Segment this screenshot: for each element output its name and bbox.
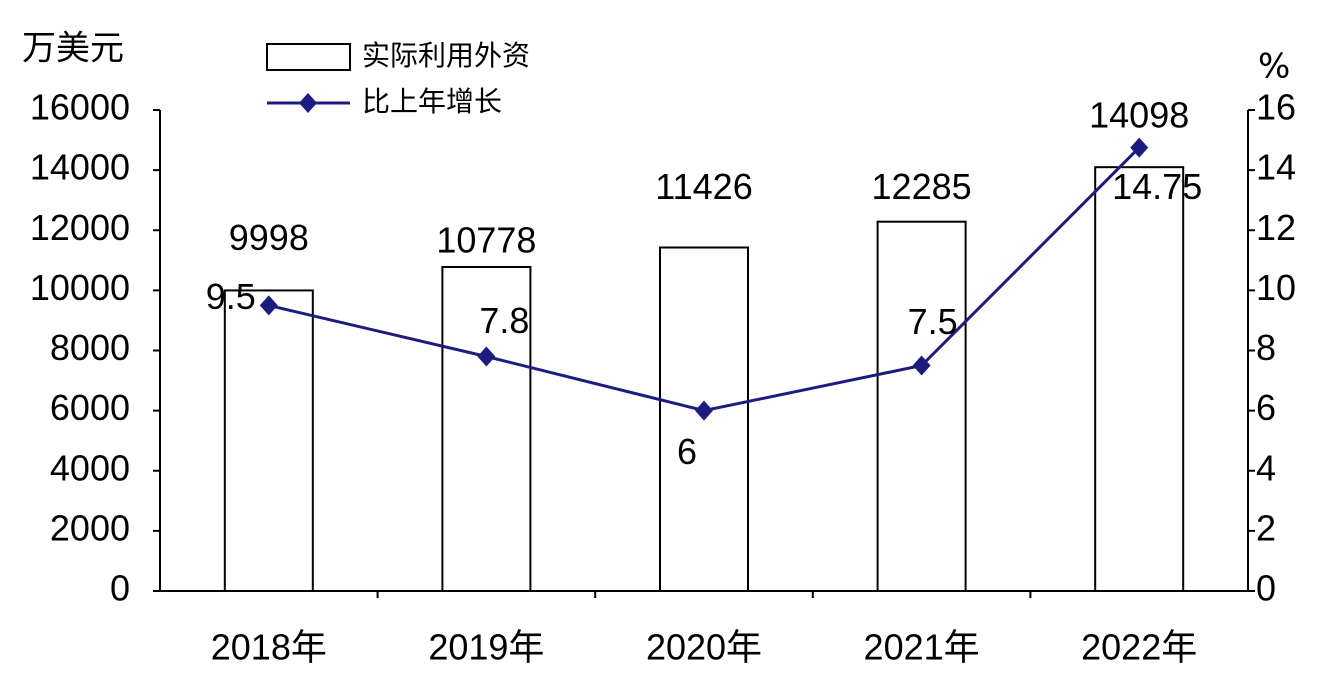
bar (223, 289, 314, 592)
line-value-label: 7.5 (908, 301, 958, 342)
line-value-label: 6 (677, 431, 697, 472)
y2-tick-label: 8 (1256, 327, 1276, 368)
x-tick-label: 2020年 (646, 627, 762, 668)
y2-tick-label: 10 (1256, 267, 1296, 308)
x-tick-label: 2022年 (1081, 627, 1197, 668)
line-marker (912, 355, 931, 376)
y-tick-label: 4000 (50, 447, 130, 488)
bar (1094, 166, 1185, 593)
line-value-label: 7.8 (479, 300, 529, 341)
y2-tick-label: 4 (1256, 447, 1276, 488)
legend-label: 实际利用外资 (362, 39, 530, 72)
line-value-label: 9.5 (206, 276, 256, 317)
line-marker (477, 346, 496, 367)
line-marker (695, 400, 713, 421)
line-marker (1130, 137, 1149, 158)
y2-tick-label: 16 (1256, 87, 1296, 128)
bar-value-label: 9998 (229, 217, 309, 258)
y-tick-label: 0 (110, 568, 130, 609)
y2-tick-label: 0 (1256, 568, 1276, 609)
y2-tick-label: 6 (1256, 387, 1276, 428)
line-value-label: 14.75 (1112, 166, 1202, 207)
bar-value-label: 12285 (872, 166, 972, 207)
legend-swatch (266, 43, 351, 71)
y-tick-label: 8000 (50, 327, 130, 368)
y-tick-label: 16000 (30, 87, 130, 128)
y-tick-label: 14000 (30, 147, 130, 188)
x-tick-label: 2018年 (211, 627, 327, 668)
legend-marker (299, 93, 317, 113)
y2-axis-title: % (1258, 47, 1290, 87)
x-tick-label: 2019年 (428, 627, 544, 668)
y-tick-label: 10000 (30, 267, 130, 308)
y-tick-label: 6000 (50, 387, 130, 428)
bar (876, 220, 967, 592)
y-tick-label: 12000 (30, 207, 130, 248)
bar-value-label: 10778 (436, 220, 536, 261)
bar-value-label: 14098 (1089, 95, 1189, 136)
y-tick-label: 2000 (50, 507, 130, 548)
x-tick-label: 2021年 (864, 627, 980, 668)
y2-tick-label: 14 (1256, 147, 1296, 188)
y2-tick-label: 2 (1256, 507, 1276, 548)
y2-tick-label: 12 (1256, 207, 1296, 248)
y-axis-title: 万美元 (22, 29, 124, 69)
bar (441, 265, 532, 592)
bar-value-label: 11426 (655, 166, 752, 207)
legend-label: 比上年增长 (362, 85, 502, 118)
line-marker (259, 295, 278, 316)
